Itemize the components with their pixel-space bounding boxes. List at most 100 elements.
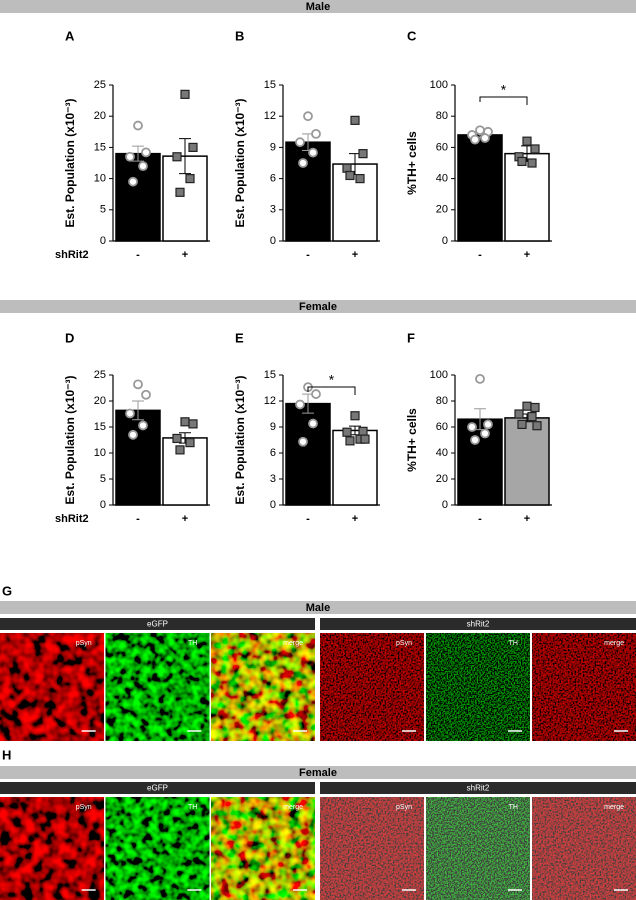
x-tick-label: - [306, 513, 310, 525]
group-label: shRit2 [55, 249, 89, 261]
data-point [514, 409, 524, 419]
bar [457, 418, 503, 506]
banner-title: Female [299, 767, 337, 779]
micrograph [532, 797, 636, 900]
banner [0, 300, 636, 313]
data-point [475, 373, 485, 384]
banner [0, 0, 636, 13]
x-tick-label: + [352, 249, 358, 261]
group-label: shRit2 [55, 513, 89, 525]
error-bar [179, 138, 191, 175]
y-tick-label: 40 [436, 447, 448, 459]
data-point [125, 408, 135, 419]
data-point [172, 152, 182, 162]
micrograph [532, 633, 636, 741]
error-bar [132, 400, 144, 421]
x-tick-label: - [306, 249, 310, 261]
data-point [125, 151, 135, 162]
panel-label: A [65, 28, 75, 43]
y-tick-label: 10 [94, 173, 106, 185]
data-point [522, 136, 532, 146]
data-point [475, 125, 485, 136]
y-tick-label: 0 [270, 235, 276, 247]
data-point [350, 411, 360, 421]
data-point [358, 426, 368, 436]
y-tick-label: 100 [430, 369, 448, 381]
channel-label: merge [604, 804, 624, 811]
y-tick-label: 0 [100, 499, 106, 511]
data-point [483, 419, 493, 430]
data-point [470, 134, 480, 145]
data-point [128, 429, 138, 440]
y-tick-label: 15 [94, 421, 106, 433]
y-tick-label: 15 [94, 141, 106, 153]
y-tick-label: 10 [94, 447, 106, 459]
error-bar [132, 145, 144, 162]
bar [285, 141, 331, 242]
y-axis-label: %TH+ cells [405, 408, 419, 472]
error-bar [302, 393, 314, 414]
data-point [172, 433, 182, 444]
y-tick-label: 0 [442, 499, 448, 511]
y-tick-label: 6 [270, 173, 276, 185]
data-point [360, 434, 370, 444]
banner-title: Male [306, 602, 330, 614]
panel-label: B [235, 28, 244, 43]
y-tick-label: 20 [436, 473, 448, 485]
data-point [350, 115, 360, 125]
y-tick-label: 40 [436, 173, 448, 185]
bar [285, 402, 331, 506]
group-banner [320, 782, 636, 794]
data-point [470, 435, 480, 445]
panel-label: H [2, 747, 11, 762]
data-point [138, 161, 148, 172]
y-tick-label: 20 [94, 395, 106, 407]
x-tick-label: + [182, 513, 188, 525]
group-name: shRit2 [467, 620, 490, 629]
data-point [303, 111, 313, 122]
error-bar [302, 133, 314, 152]
data-point [355, 174, 365, 184]
channel-label: merge [604, 640, 624, 647]
y-axis-label: Est. Population (x10⁻³) [233, 98, 247, 227]
error-bar [179, 432, 191, 444]
micrograph [320, 797, 424, 900]
data-point [141, 389, 151, 400]
group-name: shRit2 [467, 784, 490, 793]
channel-label: TH [509, 640, 518, 647]
micrograph [426, 633, 530, 741]
micrograph [211, 797, 315, 900]
data-point [345, 436, 355, 446]
banner [0, 766, 636, 779]
error-bar [474, 408, 486, 431]
data-point [295, 399, 305, 410]
channel-label: TH [188, 804, 197, 811]
micrograph [105, 633, 210, 741]
bar [504, 417, 550, 506]
x-tick-label: - [136, 249, 140, 261]
data-point [311, 389, 321, 399]
data-point [185, 174, 195, 184]
group-name: eGFP [147, 620, 168, 629]
y-tick-label: 0 [270, 499, 276, 511]
data-point [180, 417, 190, 427]
data-point [308, 418, 318, 429]
group-banner [0, 782, 315, 794]
x-tick-label: - [478, 513, 482, 525]
panel-label: C [407, 28, 417, 43]
channel-label: pSyn [396, 804, 412, 811]
bar [332, 429, 378, 506]
data-point [141, 147, 151, 158]
data-point [358, 149, 368, 159]
y-tick-label: 80 [436, 395, 448, 407]
group-banner [0, 618, 315, 630]
data-point [175, 445, 185, 455]
bar [332, 163, 378, 242]
micrograph [211, 633, 315, 741]
significance-mark: * [329, 372, 335, 388]
micrograph [320, 633, 424, 741]
x-tick-label: + [524, 249, 530, 261]
data-point [295, 137, 305, 148]
data-point [298, 158, 308, 168]
